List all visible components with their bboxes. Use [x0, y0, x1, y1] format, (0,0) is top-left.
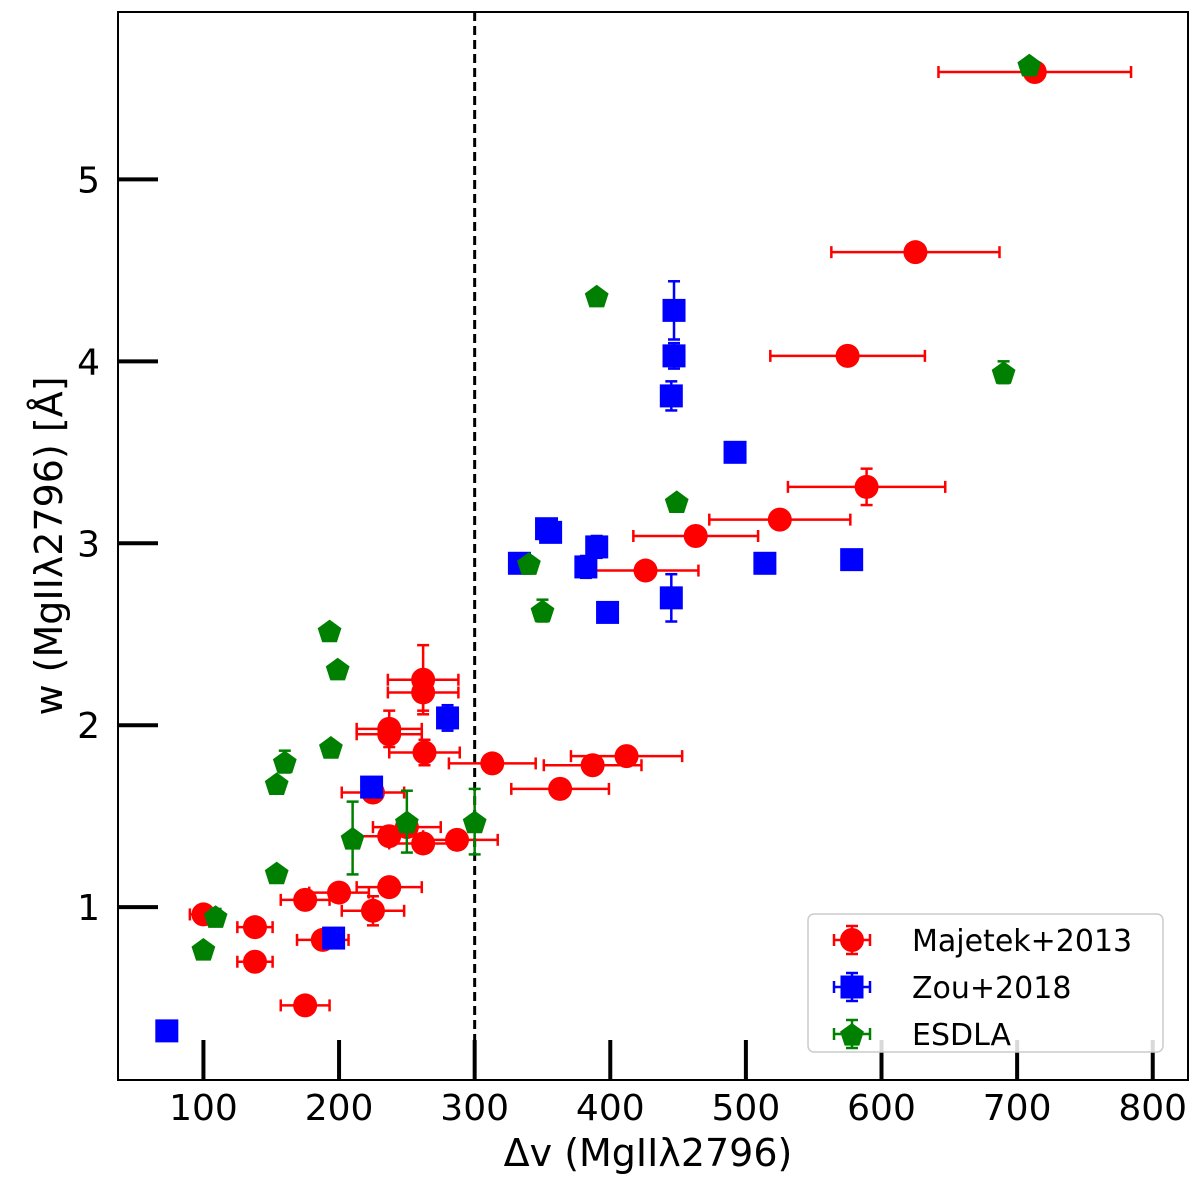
plot-frame — [117, 11, 1189, 1081]
legend-box — [807, 913, 1164, 1053]
data-point — [683, 523, 708, 548]
data-point — [614, 744, 639, 769]
data-point — [317, 619, 342, 643]
legend-marker — [840, 975, 864, 999]
data-point — [991, 361, 1016, 384]
data-point — [854, 474, 879, 499]
data-point — [340, 827, 365, 850]
x-tick-label: 600 — [847, 1088, 916, 1129]
data-point — [360, 775, 384, 799]
data-point — [377, 824, 402, 849]
data-point — [395, 810, 419, 834]
data-point — [412, 740, 437, 765]
data-point — [445, 827, 470, 852]
data-point — [723, 440, 747, 464]
data-point — [264, 861, 289, 885]
legend: Majetek+2013 Zou+2018 ESDLA — [807, 913, 1164, 1053]
data-point — [664, 490, 689, 513]
data-point — [548, 776, 573, 801]
y-tick-label: 4 — [77, 342, 100, 383]
x-axis-label: Δv (MgIIλ2796) — [504, 1131, 793, 1175]
data-point — [377, 875, 402, 900]
data-point — [585, 535, 609, 559]
x-tick-label: 700 — [983, 1088, 1052, 1129]
data-point — [662, 344, 686, 368]
series-majetek-2013 — [188, 60, 1133, 1018]
data-point — [633, 558, 658, 583]
data-point — [530, 599, 555, 623]
data-point — [155, 1019, 179, 1043]
data-point — [753, 551, 777, 575]
data-point — [293, 887, 318, 912]
data-point — [535, 517, 559, 541]
series-esdla — [191, 53, 1042, 961]
data-point — [903, 240, 928, 265]
data-point — [436, 706, 460, 730]
data-point — [322, 926, 346, 950]
data-point — [584, 284, 609, 308]
data-point — [325, 657, 350, 681]
data-point — [840, 548, 864, 572]
data-point — [659, 384, 683, 408]
data-point — [411, 831, 436, 856]
axes: 100 200 300 400 500 600 700 800 1 2 3 4 5 — [77, 160, 1187, 1129]
y-axis-label: w (MgIIλ2796) [Å] — [27, 376, 71, 715]
data-point — [319, 736, 343, 759]
x-tick-label: 100 — [169, 1088, 238, 1129]
data-point — [574, 555, 598, 579]
legend-marker — [840, 928, 864, 952]
data-point — [662, 298, 686, 322]
legend-label: ESDLA — [912, 1018, 1012, 1053]
data-point — [480, 751, 505, 776]
data-point — [377, 722, 402, 747]
y-tick-label: 1 — [77, 888, 100, 929]
data-point — [659, 586, 683, 610]
x-tick-label: 200 — [305, 1088, 374, 1129]
y-tick-label: 5 — [77, 160, 100, 201]
data-point — [596, 600, 620, 624]
x-tick-label: 400 — [576, 1088, 645, 1129]
y-tick-label: 3 — [77, 524, 100, 565]
data-point — [580, 753, 605, 778]
data-point — [835, 343, 860, 368]
data-point — [272, 750, 297, 774]
data-point — [462, 810, 487, 834]
data-point — [767, 507, 792, 532]
plot-marks — [155, 12, 1133, 1080]
data-point — [360, 898, 385, 923]
data-point — [203, 905, 228, 928]
data-point — [264, 772, 289, 795]
data-point — [517, 552, 541, 575]
x-tick-label: 800 — [1118, 1088, 1187, 1129]
data-point — [242, 915, 267, 940]
data-point — [411, 680, 436, 705]
legend-label: Majetek+2013 — [912, 924, 1132, 959]
legend-marker — [840, 1023, 864, 1046]
data-point — [191, 938, 216, 961]
data-point — [293, 993, 318, 1018]
data-point — [327, 880, 352, 905]
y-tick-label: 2 — [77, 706, 100, 747]
data-point — [1017, 53, 1042, 77]
x-tick-label: 300 — [440, 1088, 509, 1129]
x-tick-label: 500 — [712, 1088, 781, 1129]
data-point — [242, 949, 267, 974]
legend-label: Zou+2018 — [912, 971, 1071, 1006]
